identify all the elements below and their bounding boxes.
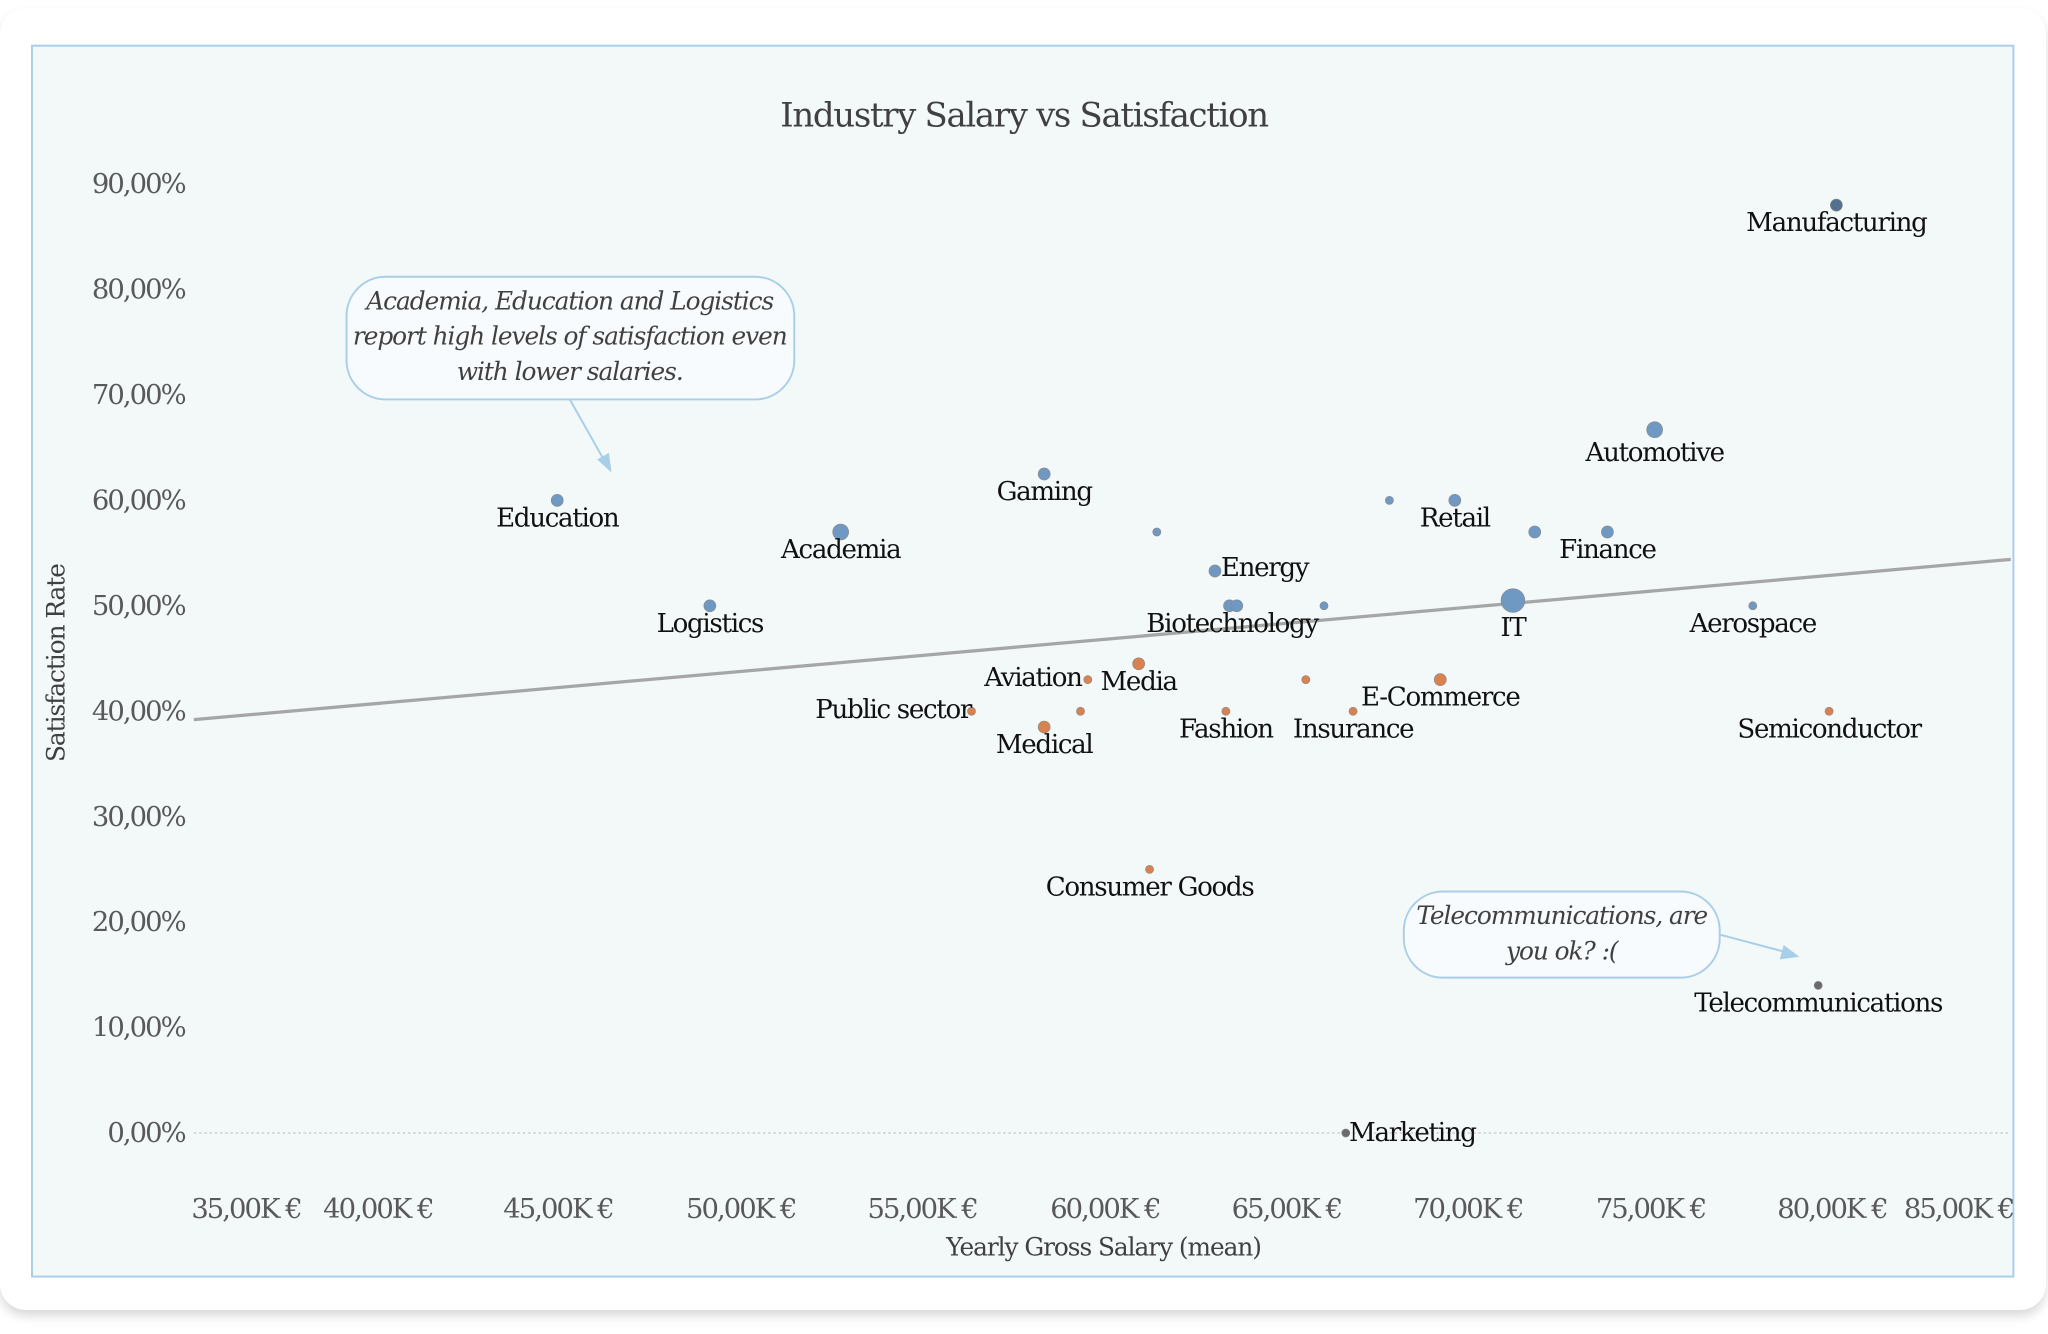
plot-area <box>31 44 2015 1278</box>
chart-title: Industry Salary vs Satisfaction <box>780 97 1268 136</box>
data-point[interactable] <box>1433 673 1447 686</box>
data-point[interactable] <box>703 599 717 613</box>
data-label: Consumer Goods <box>1046 872 1255 902</box>
data-point[interactable] <box>1601 525 1614 539</box>
data-label: Medical <box>996 730 1094 760</box>
data-point[interactable] <box>1301 675 1311 684</box>
data-label: Education <box>496 503 620 533</box>
data-point[interactable] <box>1037 720 1051 734</box>
data-point[interactable] <box>1500 588 1526 613</box>
data-label: Academia <box>780 535 901 565</box>
data-label: Manufacturing <box>1746 208 1927 238</box>
y-tick-label: 40,00% <box>92 696 186 727</box>
data-label: Fashion <box>1179 714 1274 744</box>
data-label: Media <box>1101 667 1178 697</box>
data-point[interactable] <box>1348 706 1358 716</box>
y-tick-label: 80,00% <box>92 275 186 306</box>
x-tick-label: 50,00K € <box>686 1194 796 1225</box>
data-label: Marketing <box>1349 1118 1476 1148</box>
data-label: Semiconductor <box>1737 714 1922 744</box>
data-point[interactable] <box>832 523 849 541</box>
data-point[interactable] <box>1341 1128 1351 1138</box>
data-point[interactable] <box>1319 601 1329 611</box>
data-label: Aviation <box>983 663 1083 693</box>
y-tick-label: 50,00% <box>92 591 186 622</box>
data-point[interactable] <box>1145 865 1154 874</box>
data-point[interactable] <box>1083 675 1093 684</box>
y-tick-label: 0,00% <box>107 1118 185 1149</box>
data-label: Telecommunications <box>1694 988 1943 1018</box>
data-label: Energy <box>1221 553 1310 583</box>
x-tick-label: 75,00K € <box>1596 1194 1706 1225</box>
x-tick-label: 40,00K € <box>323 1194 433 1225</box>
x-tick-label: 55,00K € <box>867 1194 977 1225</box>
data-point[interactable] <box>1152 527 1162 537</box>
y-tick-label: 70,00% <box>92 380 186 411</box>
data-label: Finance <box>1559 535 1656 565</box>
data-point[interactable] <box>1813 981 1823 990</box>
data-label: IT <box>1500 613 1527 643</box>
data-point[interactable] <box>1076 706 1085 716</box>
callout-telecom: Telecommunications, are you ok? :( <box>1402 890 1800 979</box>
data-point[interactable] <box>1448 494 1462 507</box>
y-tick-label: 90,00% <box>92 169 186 200</box>
data-point[interactable] <box>1037 467 1051 481</box>
trendline <box>193 557 2011 722</box>
callout-line: Telecommunications, are <box>1416 901 1707 930</box>
callout-line: report high levels of satisfaction even <box>353 322 787 351</box>
data-point[interactable] <box>1208 564 1222 578</box>
y-tick-label: 20,00% <box>92 907 186 938</box>
x-tick-label: 85,00K € <box>1904 1194 2014 1225</box>
data-label: Aerospace <box>1689 609 1817 639</box>
data-point[interactable] <box>1221 706 1231 716</box>
data-point[interactable] <box>1230 599 1244 613</box>
x-tick-label: 60,00K € <box>1050 1194 1160 1225</box>
y-axis-label: Satisfaction Rate <box>42 564 71 762</box>
x-tick-label: 35,00K € <box>191 1194 301 1225</box>
data-point[interactable] <box>1748 601 1758 611</box>
data-point[interactable] <box>550 494 564 507</box>
callout-line: Academia, Education and Logistics <box>364 286 773 315</box>
data-point[interactable] <box>967 706 976 716</box>
x-tick-label: 80,00K € <box>1777 1194 1887 1225</box>
data-label: Retail <box>1420 503 1491 533</box>
data-point[interactable] <box>1646 421 1663 439</box>
data-point[interactable] <box>1824 706 1834 716</box>
callout-line: you ok? :( <box>1505 936 1620 965</box>
data-point[interactable] <box>1132 657 1145 671</box>
data-label: E-Commerce <box>1361 683 1520 713</box>
data-label: Automotive <box>1585 438 1725 468</box>
callout-line: with lower salaries. <box>457 357 683 386</box>
data-label: Logistics <box>657 609 764 639</box>
y-tick-label: 10,00% <box>92 1013 186 1044</box>
callout-low-salary: Academia, Education and Logistics report… <box>345 275 796 473</box>
data-label: Insurance <box>1293 714 1414 744</box>
data-point[interactable] <box>1385 495 1394 505</box>
x-axis-label: Yearly Gross Salary (mean) <box>945 1233 1261 1262</box>
x-tick-label: 65,00K € <box>1232 1194 1342 1225</box>
x-tick-label: 45,00K € <box>503 1194 613 1225</box>
data-label: Public sector <box>815 695 973 725</box>
data-label: Gaming <box>997 477 1093 507</box>
x-tick-label: 70,00K € <box>1413 1194 1523 1225</box>
y-tick-label: 60,00% <box>92 485 186 516</box>
y-tick-label: 30,00% <box>92 802 186 833</box>
data-point[interactable] <box>1528 525 1542 539</box>
data-label: Biotechnology <box>1146 609 1319 639</box>
data-point[interactable] <box>1830 198 1843 212</box>
